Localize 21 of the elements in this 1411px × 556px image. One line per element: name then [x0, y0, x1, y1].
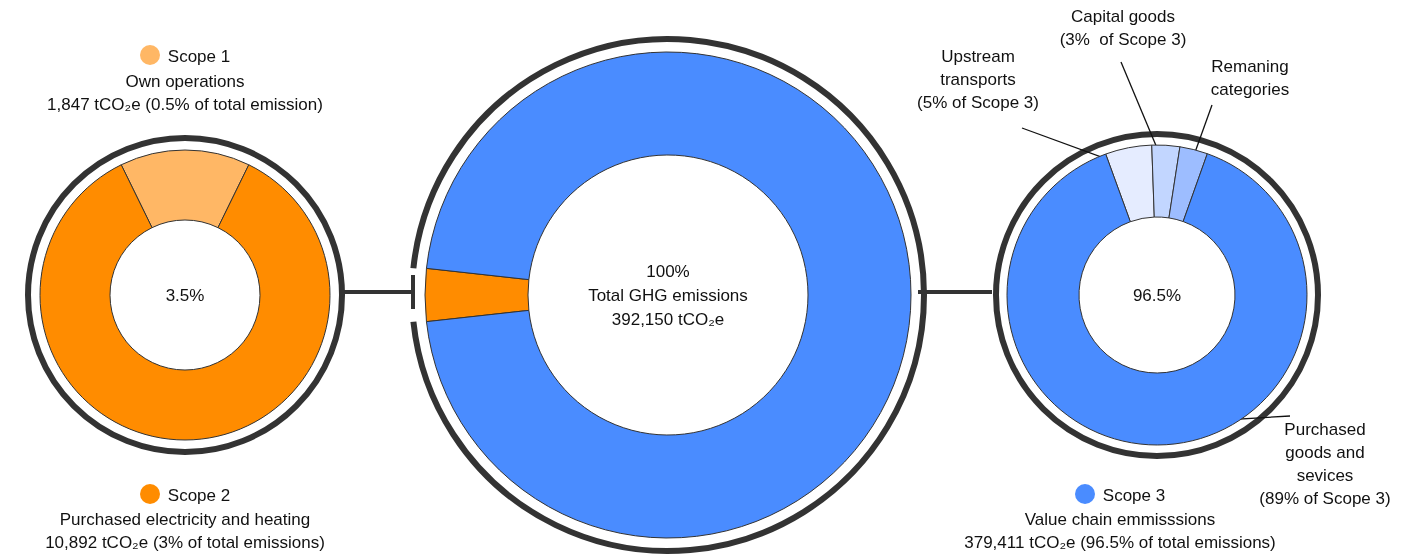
data-label: 1,847 tCO₂e (0.5% of total emission)	[46, 94, 324, 116]
slice-label: Capital goods	[1070, 6, 1176, 28]
text: Scope 3	[1102, 486, 1166, 505]
text: Purchased electricity and heating	[58, 509, 312, 531]
data-label: (3% of Scope 3)	[1058, 29, 1188, 51]
text: 96.5%	[1131, 285, 1183, 307]
text: Value chain emmisssions	[1023, 509, 1217, 531]
data-label: (5% of Scope 3)	[916, 92, 1040, 114]
data-label: (89% of Scope 3)	[1258, 488, 1392, 510]
slice-label: Upstream transports	[939, 46, 1017, 91]
text: 379,411 tCO₂e (96.5% of total emissions)	[963, 532, 1277, 554]
legend-label: Scope 2	[166, 485, 232, 507]
text: 100%	[645, 261, 691, 283]
slice-label: Remaning categories	[1209, 56, 1291, 101]
text: Own operations	[124, 71, 246, 93]
text: 392,150 tCO₂e	[610, 309, 726, 331]
slice-label: Purchased goods and sevices	[1283, 419, 1367, 487]
text: Total GHG emissions	[587, 285, 749, 307]
text: 3.5%	[164, 285, 206, 307]
data-label: 10,892 tCO₂e (3% of total emissions)	[44, 532, 326, 554]
legend-label: Scope 1	[166, 46, 232, 68]
